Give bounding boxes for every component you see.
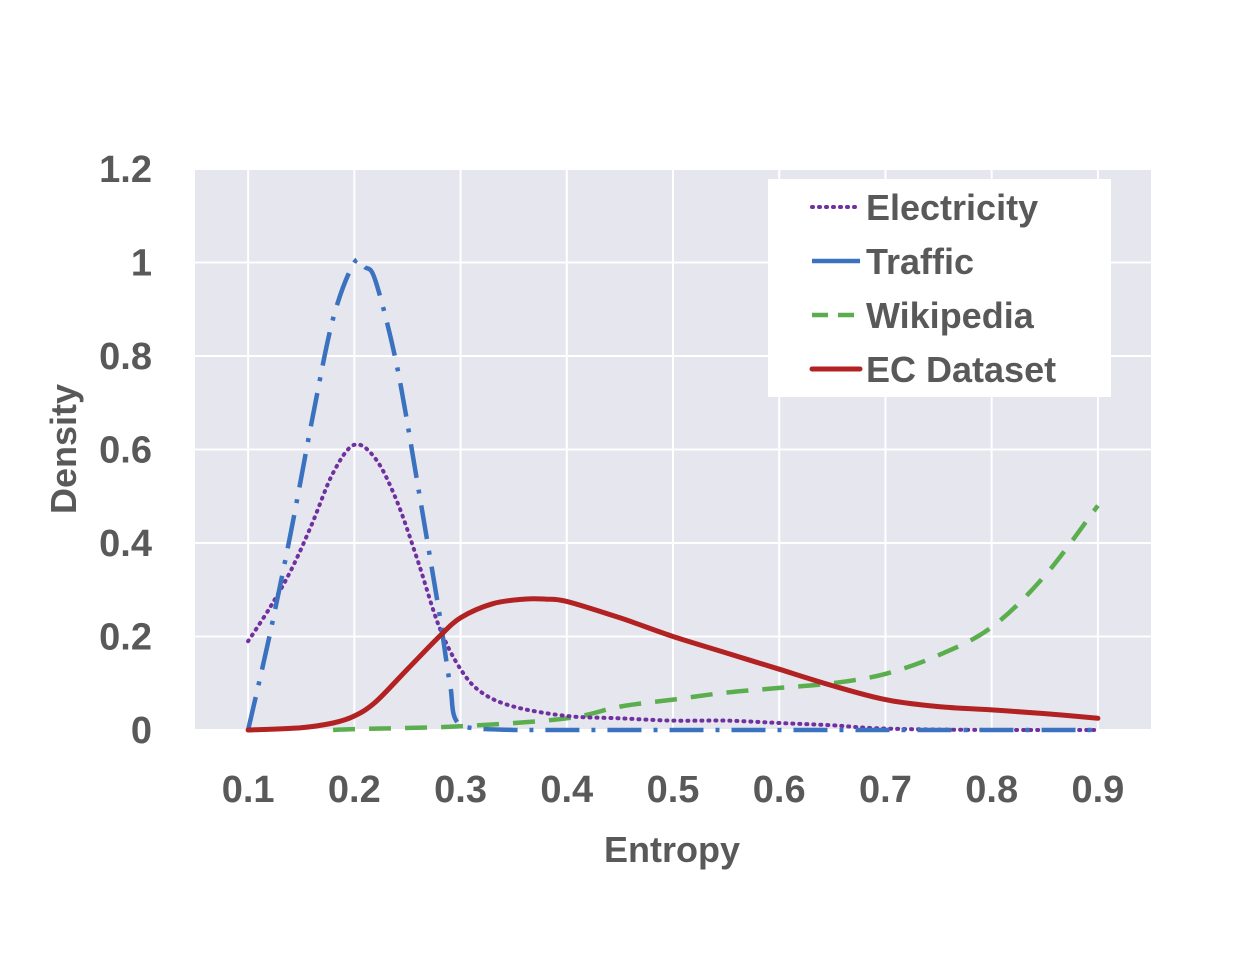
x-tick-label: 0.9 bbox=[1071, 769, 1124, 811]
x-tick-label: 0.7 bbox=[859, 769, 912, 811]
legend: Electricity Traffic Wikipedia EC Dataset bbox=[768, 179, 1111, 397]
x-tick-label: 0.8 bbox=[965, 769, 1018, 811]
y-tick-labels: 0 0.2 0.4 0.6 0.8 1 1.2 bbox=[99, 149, 152, 752]
y-tick-label: 1 bbox=[131, 243, 152, 285]
y-tick-label: 0.4 bbox=[99, 523, 152, 565]
series-layer bbox=[245, 256, 1101, 733]
x-tick-label: 0.6 bbox=[753, 769, 806, 811]
legend-label: EC Dataset bbox=[866, 349, 1056, 390]
y-tick-label: 0.2 bbox=[99, 617, 152, 659]
x-tick-labels: 0.1 0.2 0.3 0.4 0.5 0.6 0.7 0.8 0.9 bbox=[222, 769, 1125, 811]
x-tick-label: 0.3 bbox=[434, 769, 487, 811]
x-tick-label: 0.2 bbox=[328, 769, 381, 811]
legend-box bbox=[768, 179, 1111, 397]
series-line-ec-dataset bbox=[245, 596, 1101, 733]
x-tick-label: 0.4 bbox=[540, 769, 593, 811]
series-line-wikipedia bbox=[332, 504, 1100, 733]
x-tick-label: 0.5 bbox=[647, 769, 700, 811]
x-axis-title: Entropy bbox=[604, 829, 740, 870]
series-line-electricity bbox=[246, 442, 1100, 732]
y-tick-label: 0.8 bbox=[99, 336, 152, 378]
y-axis-title: Density bbox=[43, 384, 84, 514]
x-tick-label: 0.1 bbox=[222, 769, 275, 811]
legend-label: Electricity bbox=[866, 187, 1038, 228]
y-tick-label: 1.2 bbox=[99, 149, 152, 191]
legend-label: Wikipedia bbox=[866, 295, 1035, 336]
legend-label: Traffic bbox=[866, 241, 974, 282]
series-line-traffic bbox=[245, 256, 1098, 733]
y-tick-label: 0.6 bbox=[99, 430, 152, 472]
y-tick-label: 0 bbox=[131, 710, 152, 752]
